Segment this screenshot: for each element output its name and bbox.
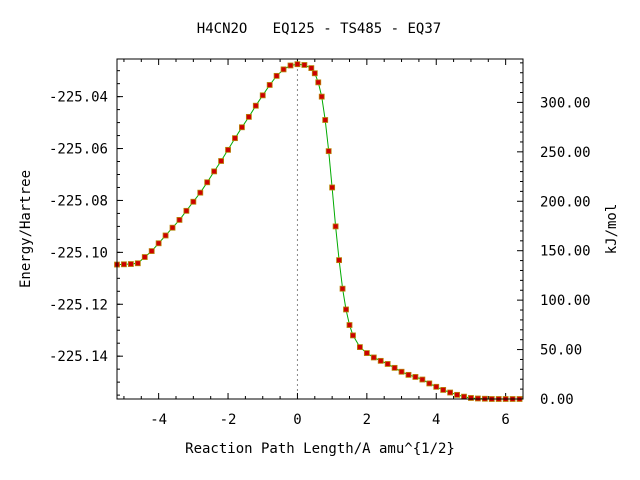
data-point [232, 135, 238, 142]
y-tick-label: -225.12 [49, 297, 108, 313]
data-point [197, 189, 204, 196]
data-point [273, 72, 280, 79]
y-tick-label: -225.04 [49, 90, 108, 106]
data-point [134, 260, 141, 267]
data-point [370, 354, 377, 361]
energy-curve-line [116, 63, 520, 400]
data-point [239, 124, 245, 131]
data-point [266, 82, 273, 88]
data-point [440, 387, 447, 393]
data-point [155, 240, 162, 247]
x-tick-label: 6 [501, 412, 509, 428]
data-point [245, 113, 252, 120]
data-point [433, 383, 440, 390]
data-point [426, 380, 433, 387]
data-point [280, 66, 287, 73]
data-point [336, 257, 342, 264]
data-point [325, 148, 332, 155]
data-point [332, 223, 339, 230]
data-point [225, 146, 231, 153]
data-point [350, 332, 356, 339]
data-point [204, 179, 211, 186]
y2-axis-label: kJ/mol [604, 204, 620, 255]
data-point [447, 389, 454, 396]
data-point [339, 285, 346, 292]
y-tick-label: -225.08 [49, 193, 108, 209]
data-point [405, 371, 412, 378]
y2-tick-label: 100.00 [540, 293, 591, 309]
data-point [474, 395, 481, 402]
chart-title: H4CN2O EQ125 - TS485 - EQ37 [197, 21, 441, 37]
y-tick-label: -225.14 [49, 349, 108, 365]
data-point [329, 184, 336, 191]
data-point [343, 306, 349, 313]
y2-tick-label: 0.00 [540, 392, 574, 408]
data-point [308, 65, 315, 71]
x-tick-label: 0 [293, 412, 301, 428]
plot-frame [116, 58, 524, 400]
data-point [322, 117, 329, 123]
data-point [468, 395, 474, 401]
data-point [357, 344, 363, 350]
data-point [190, 198, 197, 205]
x-tick-label: 2 [363, 412, 371, 428]
data-point [315, 79, 322, 86]
data-point [287, 62, 294, 69]
y2-tick-label: 300.00 [540, 95, 591, 111]
data-point [391, 364, 398, 371]
data-point [252, 102, 259, 109]
y2-tick-label: 200.00 [540, 194, 591, 210]
x-tick-label: -2 [220, 412, 237, 428]
data-point [162, 232, 169, 239]
x-tick-label: -4 [150, 412, 167, 428]
x-axis-label: Reaction Path Length/A amu^{1/2} [185, 441, 455, 457]
y-tick-label: -225.10 [49, 245, 108, 261]
data-point [384, 361, 391, 367]
data-point [141, 254, 148, 260]
data-point [346, 322, 353, 328]
data-point [454, 391, 460, 398]
data-point [121, 261, 127, 268]
data-point [412, 374, 419, 380]
data-point [294, 61, 301, 68]
data-point [169, 224, 176, 231]
y-axis-label: Energy/Hartree [18, 170, 34, 288]
y2-tick-label: 50.00 [540, 343, 582, 359]
data-point [127, 261, 134, 267]
y2-tick-label: 150.00 [540, 244, 591, 260]
data-point [218, 158, 225, 164]
data-point [377, 357, 384, 364]
x-tick-label: 4 [432, 412, 440, 428]
data-point [211, 168, 218, 175]
data-point [148, 248, 155, 254]
y2-tick-label: 250.00 [540, 145, 591, 161]
data-point [419, 376, 426, 383]
data-point [363, 350, 370, 356]
data-point [259, 92, 266, 99]
y-tick-label: -225.06 [49, 142, 108, 158]
data-point [301, 62, 308, 68]
data-point [183, 207, 190, 214]
data-point [318, 93, 325, 100]
data-point [176, 217, 183, 223]
data-point [461, 393, 467, 400]
data-point [398, 368, 405, 375]
data-point [311, 70, 318, 77]
